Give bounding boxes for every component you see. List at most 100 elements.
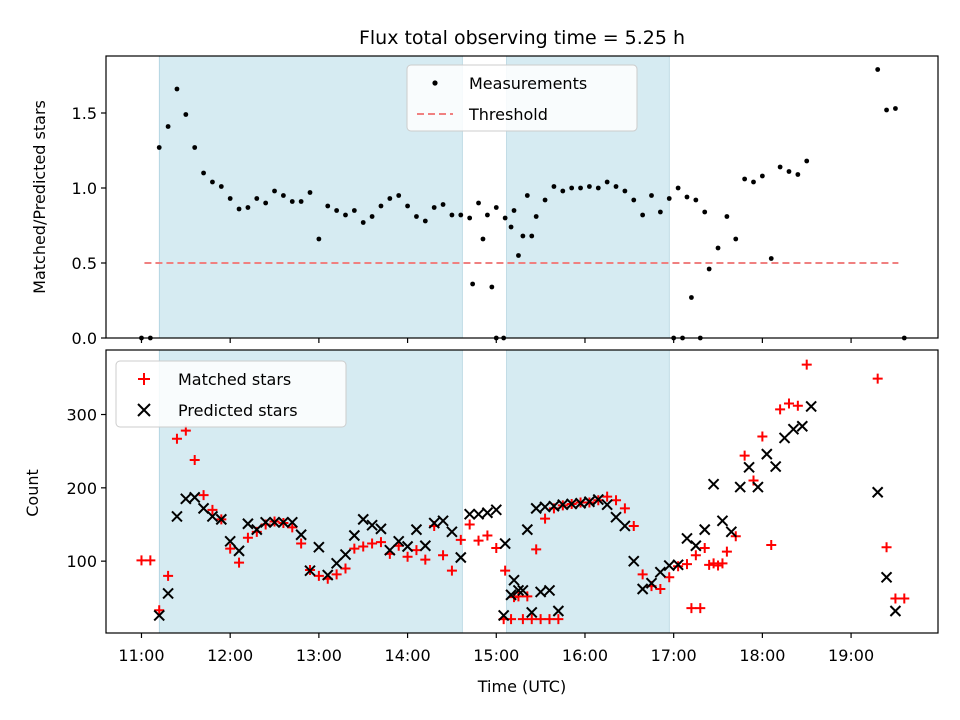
measurement-point (893, 106, 898, 111)
matched-point (517, 614, 528, 625)
predicted-point (463, 508, 476, 520)
matched-point (686, 603, 697, 614)
measurement-point (613, 184, 619, 189)
measurement-point (387, 196, 393, 201)
measurement-point (649, 193, 654, 198)
predicted-point (743, 461, 755, 474)
measurement-point (440, 202, 446, 207)
measurement-point (508, 224, 514, 230)
measurement-point (875, 67, 881, 72)
measurement-point (405, 203, 410, 209)
matched-point (522, 591, 533, 602)
predicted-point (610, 511, 622, 523)
predicted-point (322, 569, 334, 581)
predicted-point (543, 584, 556, 597)
legend-box (115, 360, 347, 428)
y-tick-label: 300 (66, 406, 97, 425)
measurement-point (165, 124, 171, 129)
predicted-point (601, 498, 613, 511)
predicted-point (725, 526, 738, 538)
measurement-point (657, 209, 663, 215)
measurement-point (666, 196, 672, 201)
measurement-point (467, 215, 473, 221)
matched-point (881, 542, 892, 553)
count-panel: 100 200 300 11:00 12:00 13:00 14:00 15:00 16:00 1… (66, 349, 939, 665)
measurement-point (795, 172, 801, 177)
matched-point (890, 593, 901, 604)
predicted-point (206, 510, 219, 523)
predicted-point (295, 529, 307, 541)
measurement-point (786, 169, 792, 174)
measurement-point (520, 233, 526, 239)
y-tick-label: 0.0 (72, 329, 97, 348)
measurement-point (316, 236, 322, 242)
measurement-point (396, 193, 402, 198)
predicted-point (628, 555, 640, 567)
predicted-point (393, 535, 405, 548)
predicted-point (880, 571, 893, 583)
matched-point (713, 560, 724, 571)
measurement-point (325, 203, 331, 209)
predicted-point (313, 541, 325, 553)
measurement-point (280, 193, 286, 198)
predicted-point (681, 532, 693, 545)
predicted-point (384, 544, 396, 556)
predicted-point (490, 504, 502, 516)
predicted-point (481, 507, 494, 519)
predicted-point (242, 518, 254, 530)
matched-point (628, 520, 639, 531)
matched-point (163, 570, 174, 581)
measurement-point (334, 208, 340, 213)
predicted-point (796, 420, 808, 432)
predicted-point (180, 493, 192, 505)
matched-point (446, 565, 457, 576)
matched-point (482, 530, 493, 541)
x-axis-label: Time (UTC) (477, 677, 566, 696)
measurement-point (470, 281, 476, 287)
predicted-point (162, 587, 174, 600)
predicted-point (636, 583, 649, 595)
matched-point (154, 605, 165, 616)
matched-point (553, 614, 564, 625)
predicted-point (707, 478, 720, 490)
matched-point (535, 614, 546, 625)
matched-point (198, 490, 209, 501)
measurement-point (307, 190, 313, 195)
predicted-point (690, 540, 702, 552)
predicted-point (188, 491, 201, 504)
predicted-point (526, 606, 538, 619)
matched-point (619, 503, 630, 514)
predicted-point (508, 574, 520, 586)
predicted-point (619, 520, 631, 532)
matched-point (500, 565, 511, 576)
matched-point (473, 535, 484, 546)
predicted-point (592, 493, 604, 506)
predicted-point (497, 609, 510, 622)
measurement-point (759, 173, 765, 179)
matched-point (721, 546, 732, 557)
x-tick-label: 16:00 (562, 646, 608, 665)
measurement-point (631, 197, 637, 203)
predicted-point (734, 481, 746, 493)
matched-point (349, 543, 360, 554)
matched-point (331, 569, 342, 580)
legend-label: Predicted stars (178, 401, 298, 420)
matched-point (296, 538, 307, 549)
predicted-point (583, 496, 596, 508)
measurement-point (529, 233, 535, 239)
y-tick-label: 1.5 (72, 104, 97, 123)
matched-point (540, 513, 551, 524)
axes-frame (105, 349, 939, 634)
y-tick-label: 200 (66, 479, 97, 498)
matched-point (757, 431, 768, 442)
top-y-axis-label: Matched/Predicted stars (30, 100, 49, 294)
predicted-point (512, 584, 525, 597)
measurement-point (480, 236, 486, 242)
measurement-point (640, 212, 646, 218)
predicted-point (557, 498, 569, 511)
measurement-point (511, 208, 517, 213)
matched-point (899, 593, 910, 604)
matched-point (664, 572, 675, 583)
predicted-point (339, 548, 352, 561)
measurement-point (578, 185, 583, 191)
